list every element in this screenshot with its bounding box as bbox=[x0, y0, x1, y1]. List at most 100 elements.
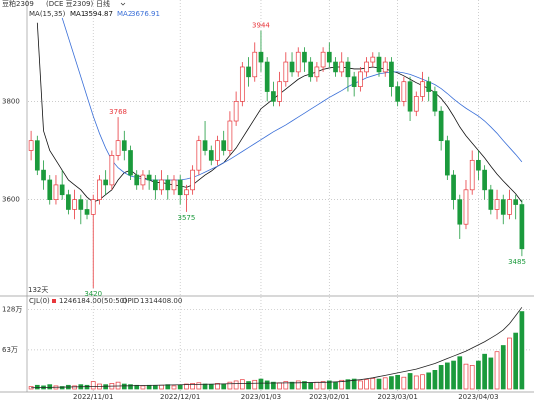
period[interactable]: 日线 bbox=[96, 0, 110, 8]
candle-body bbox=[78, 199, 84, 210]
candle-body bbox=[177, 179, 183, 196]
volume-bar bbox=[271, 381, 276, 390]
volume-bar bbox=[457, 356, 463, 390]
candle-body bbox=[59, 184, 65, 196]
volume-bar bbox=[382, 377, 388, 390]
candle-body bbox=[295, 51, 301, 73]
candle-body bbox=[215, 140, 220, 161]
volume-bar bbox=[84, 384, 90, 390]
candle-body bbox=[221, 140, 227, 151]
candle-body bbox=[401, 81, 407, 102]
volume-bar bbox=[196, 382, 202, 390]
candle-body bbox=[153, 179, 158, 191]
volume-bar bbox=[289, 381, 295, 390]
candle-body bbox=[339, 61, 345, 73]
volume-bar bbox=[358, 380, 363, 390]
candle-body bbox=[326, 51, 332, 63]
volume-bar bbox=[519, 311, 525, 390]
candle-body bbox=[264, 61, 270, 92]
volume-bar bbox=[488, 357, 494, 390]
candle-body bbox=[308, 61, 314, 78]
candle-body bbox=[519, 204, 525, 250]
candle-body bbox=[246, 66, 251, 78]
candle-body bbox=[289, 61, 295, 73]
volume-bar bbox=[184, 383, 189, 390]
volume-bar bbox=[221, 383, 227, 390]
series-name: OPID bbox=[122, 297, 139, 305]
x-tick-label: 2023/03/01 bbox=[377, 393, 417, 401]
candle-body bbox=[208, 150, 214, 161]
indicator: MA(15,35) bbox=[29, 10, 66, 18]
candle-body bbox=[239, 66, 245, 102]
candle-body bbox=[364, 61, 369, 73]
candle-body bbox=[159, 179, 164, 191]
volume-bar bbox=[494, 351, 500, 390]
volume-bar bbox=[72, 385, 77, 390]
candle-body bbox=[66, 194, 71, 210]
price-annotation: 3944 bbox=[252, 22, 270, 30]
candle-body bbox=[513, 199, 519, 205]
volume-bar bbox=[227, 381, 233, 390]
volume-bar bbox=[115, 381, 121, 390]
exchange: (DCE 豆2309) bbox=[46, 0, 93, 8]
candle-body bbox=[171, 179, 177, 191]
candle-body bbox=[140, 174, 146, 186]
candle-body bbox=[389, 61, 394, 87]
candle-body bbox=[202, 140, 208, 151]
candle-body bbox=[196, 140, 202, 171]
volume-bar bbox=[314, 381, 320, 390]
candle-body bbox=[314, 66, 320, 78]
x-tick-label: 2023/01/03 bbox=[241, 393, 281, 401]
dropdown-icon[interactable] bbox=[120, 2, 126, 6]
candle-body bbox=[121, 140, 127, 151]
candle-body bbox=[53, 184, 59, 200]
legend-name: MA1 bbox=[70, 10, 85, 18]
x-tick-label: 2023/04/03 bbox=[458, 393, 498, 401]
candle-body bbox=[227, 120, 233, 151]
volume-bar bbox=[34, 384, 40, 390]
candle-body bbox=[382, 61, 388, 73]
candle-body bbox=[302, 51, 307, 63]
x-tick-label: 2022/11/01 bbox=[73, 393, 113, 401]
candle-body bbox=[351, 76, 357, 87]
days-label: 132天 bbox=[28, 286, 48, 294]
volume-bar bbox=[389, 376, 394, 390]
legend-value: 3676.91 bbox=[131, 10, 160, 18]
volume-bar bbox=[476, 360, 481, 390]
volume-bar bbox=[420, 374, 425, 390]
candle-body bbox=[277, 81, 282, 102]
volume-bar bbox=[252, 379, 258, 390]
volume-bar bbox=[482, 353, 487, 390]
candle-body bbox=[432, 91, 438, 112]
candle-body bbox=[165, 179, 171, 191]
candle-body bbox=[469, 159, 475, 191]
volume-bar bbox=[153, 385, 158, 390]
candle-body bbox=[494, 199, 500, 210]
candle-body bbox=[271, 91, 276, 102]
volume-bar bbox=[463, 363, 469, 390]
volume-bar bbox=[513, 332, 519, 390]
y-tick-label: 128万 bbox=[2, 305, 22, 313]
volume-bar bbox=[146, 384, 152, 390]
volume-bar bbox=[395, 374, 400, 390]
candle-body bbox=[84, 209, 90, 215]
candle-body bbox=[47, 179, 53, 200]
candle-body bbox=[457, 199, 463, 225]
candle-body bbox=[90, 199, 96, 215]
volume-bar bbox=[90, 381, 96, 390]
candle-body bbox=[358, 71, 363, 87]
legend-value: 3594.87 bbox=[84, 10, 113, 18]
series-readout: 1314408.00 bbox=[140, 297, 182, 305]
candle-body bbox=[333, 61, 338, 73]
y-tick-label: 3800 bbox=[2, 97, 20, 105]
candle-body bbox=[252, 51, 258, 78]
volume-bar bbox=[364, 379, 369, 390]
candle-body bbox=[128, 150, 133, 176]
candle-body bbox=[190, 169, 195, 191]
volume-bar bbox=[295, 380, 301, 390]
volume-bar bbox=[401, 376, 407, 390]
candle-body bbox=[444, 140, 450, 176]
candle-body bbox=[283, 61, 289, 83]
y-tick-label: 3600 bbox=[2, 196, 20, 204]
